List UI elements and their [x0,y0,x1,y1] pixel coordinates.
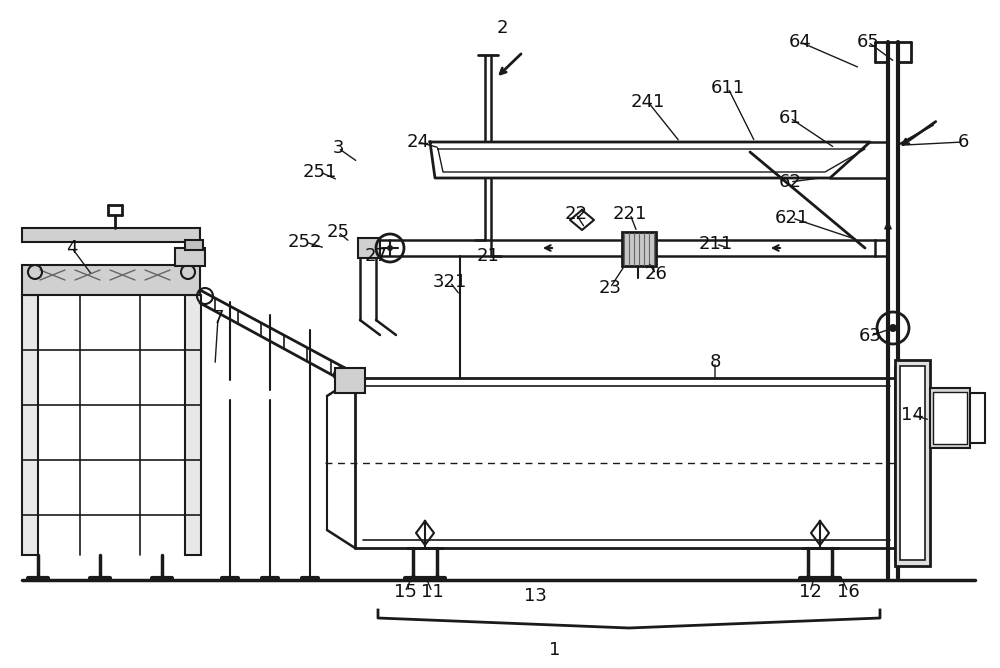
Bar [895,360,930,566]
Text: 23: 23 [598,279,622,297]
Text: 221: 221 [613,205,647,223]
Text: 61: 61 [779,109,801,127]
Text: 24: 24 [407,133,430,151]
Text: 16: 16 [837,583,859,601]
Bar [22,295,38,555]
Text: 62: 62 [779,173,801,191]
Bar [335,368,365,393]
Bar [358,238,380,258]
Text: 3: 3 [332,139,344,157]
Text: 211: 211 [699,235,733,253]
Text: 4: 4 [66,239,78,257]
Text: 22: 22 [564,205,588,223]
Text: 11: 11 [421,583,443,601]
Text: 1: 1 [549,641,561,659]
Text: 241: 241 [631,93,665,111]
Text: 6: 6 [957,133,969,151]
Text: 65: 65 [857,33,879,51]
Bar [185,295,201,555]
Text: 26: 26 [645,265,667,283]
Text: 12: 12 [799,583,821,601]
Text: 14: 14 [901,406,923,424]
Text: 15: 15 [394,583,416,601]
Bar [22,265,200,295]
Text: 8: 8 [709,353,721,371]
Text: 621: 621 [775,209,809,227]
Bar [175,248,205,266]
Text: 21: 21 [477,247,499,265]
Text: 63: 63 [859,327,881,345]
Circle shape [889,324,897,332]
Circle shape [387,245,393,251]
Bar [622,232,656,266]
Text: 611: 611 [711,79,745,97]
Text: 251: 251 [303,163,337,181]
Text: 2: 2 [496,19,508,37]
Bar [22,228,200,242]
Text: 27: 27 [365,247,388,265]
Bar [900,366,925,560]
Bar [930,388,970,448]
Bar [185,240,203,250]
Text: 25: 25 [327,223,350,241]
Text: 13: 13 [524,587,546,605]
Text: 7: 7 [212,309,224,327]
Text: 321: 321 [433,273,467,291]
Text: 252: 252 [288,233,322,251]
Polygon shape [430,142,870,178]
Bar [933,392,967,444]
Text: 64: 64 [789,33,811,51]
